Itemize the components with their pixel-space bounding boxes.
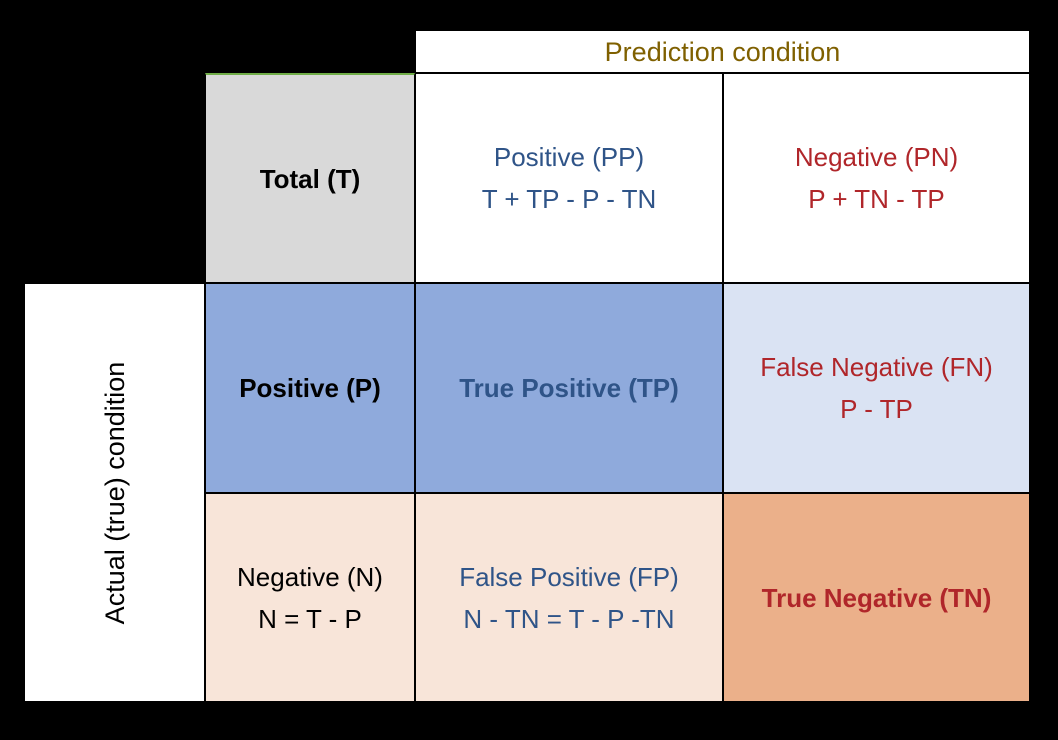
total-label: Total (T): [259, 163, 361, 194]
predicted-positive-label: Positive (PP): [493, 142, 645, 172]
prediction-condition-label: Prediction condition: [604, 36, 841, 67]
false-negative-label: False Negative (FN): [760, 352, 993, 382]
actual-negative-formula: N = T - P: [258, 603, 362, 634]
true-positive-label: True Positive (TP): [459, 373, 679, 403]
true-negative-cell: True Negative (TN): [723, 493, 1030, 702]
predicted-negative-cell: Negative (PN) P + TN - TP: [723, 73, 1030, 283]
predicted-negative-label: Negative (PN): [794, 142, 959, 172]
actual-positive-cell: Positive (P): [205, 283, 415, 493]
actual-negative-cell: Negative (N) N = T - P: [205, 493, 415, 702]
false-negative-cell: False Negative (FN) P - TP: [723, 283, 1030, 493]
false-positive-formula: N - TN = T - P -TN: [463, 603, 675, 634]
total-cell: Total (T): [205, 73, 415, 283]
false-positive-label: False Positive (FP): [459, 561, 679, 592]
actual-positive-label: Positive (P): [239, 373, 381, 403]
actual-negative-label: Negative (N): [237, 561, 383, 592]
actual-condition-label: Actual (true) condition: [99, 361, 130, 624]
predicted-positive-formula: T + TP - P - TN: [481, 184, 657, 214]
true-positive-cell: True Positive (TP): [415, 283, 723, 493]
predicted-positive-cell: Positive (PP) T + TP - P - TN: [415, 73, 723, 283]
false-positive-cell: False Positive (FP) N - TN = T - P -TN: [415, 493, 723, 702]
actual-condition-header: Actual (true) condition: [24, 283, 205, 702]
prediction-condition-header: Prediction condition: [415, 30, 1030, 73]
predicted-negative-formula: P + TN - TP: [808, 184, 945, 214]
true-negative-label: True Negative (TN): [761, 582, 992, 613]
false-negative-formula: P - TP: [840, 394, 913, 424]
